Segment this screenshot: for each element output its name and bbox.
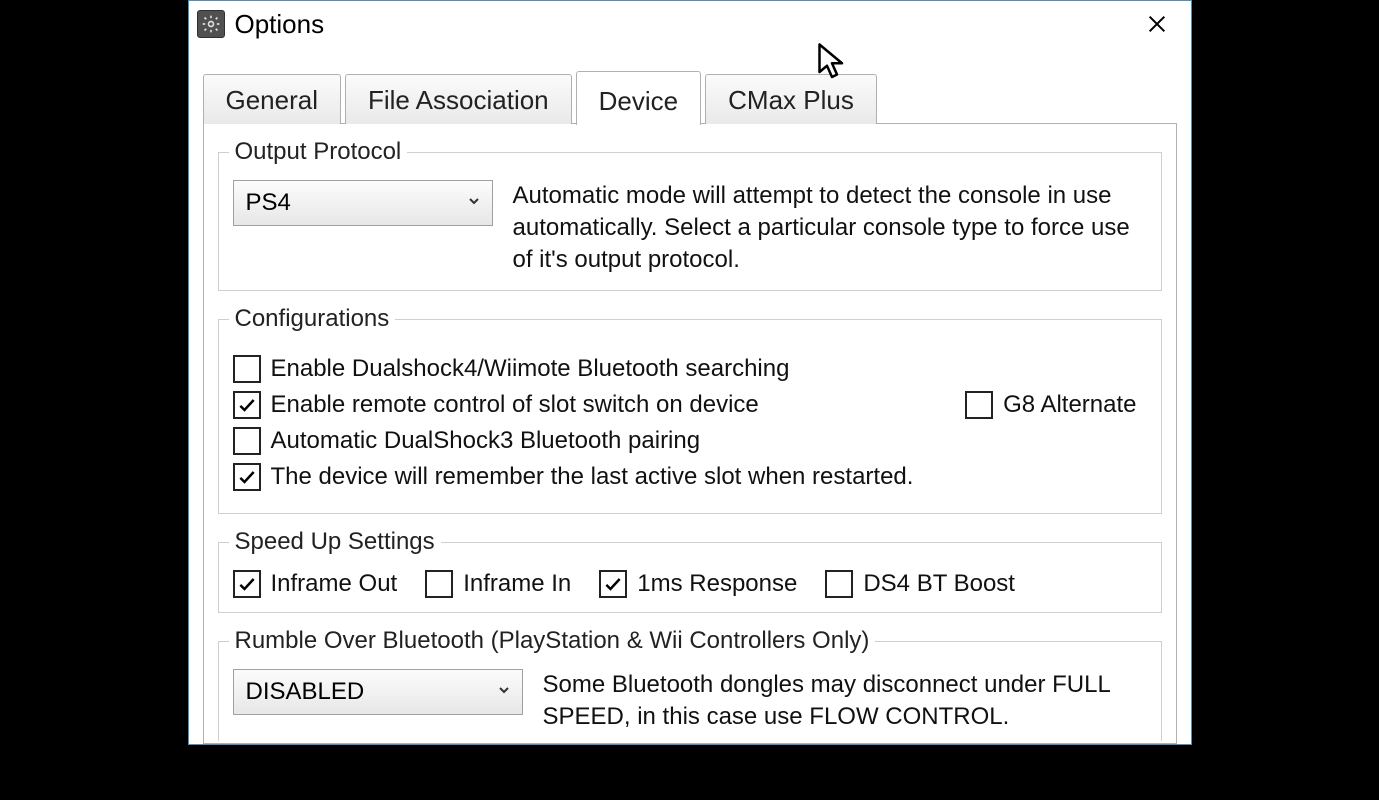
rumble-select[interactable]: DISABLED bbox=[233, 669, 523, 715]
output-protocol-select-value: PS4 bbox=[246, 189, 291, 217]
options-dialog: Options General File Association Device … bbox=[188, 0, 1192, 745]
configurations-legend: Configurations bbox=[229, 305, 396, 333]
close-button[interactable] bbox=[1135, 5, 1179, 43]
checkbox-remote-slot-switch[interactable] bbox=[233, 391, 261, 419]
rumble-description: Some Bluetooth dongles may disconnect un… bbox=[543, 669, 1147, 733]
label-bluetooth-searching: Enable Dualshock4/Wiimote Bluetooth sear… bbox=[271, 355, 790, 383]
output-protocol-select[interactable]: PS4 bbox=[233, 180, 493, 226]
tab-row: General File Association Device CMax Plu… bbox=[203, 71, 1177, 124]
chevron-down-icon bbox=[496, 681, 512, 704]
dialog-content: General File Association Device CMax Plu… bbox=[189, 47, 1191, 744]
output-protocol-description: Automatic mode will attempt to detect th… bbox=[513, 180, 1147, 276]
tab-general[interactable]: General bbox=[203, 74, 342, 124]
output-protocol-group: Output Protocol PS4 Automatic mode will … bbox=[218, 138, 1162, 291]
device-tab-panel: Output Protocol PS4 Automatic mode will … bbox=[203, 123, 1177, 744]
label-ds3-pairing: Automatic DualShock3 Bluetooth pairing bbox=[271, 427, 701, 455]
window-title: Options bbox=[235, 9, 325, 40]
label-inframe-out: Inframe Out bbox=[271, 570, 398, 598]
checkbox-bluetooth-searching[interactable] bbox=[233, 355, 261, 383]
label-g8-alternate: G8 Alternate bbox=[1003, 391, 1136, 419]
rumble-select-value: DISABLED bbox=[246, 678, 365, 706]
titlebar: Options bbox=[189, 1, 1191, 47]
checkbox-ds3-pairing[interactable] bbox=[233, 427, 261, 455]
rumble-group: Rumble Over Bluetooth (PlayStation & Wii… bbox=[218, 627, 1162, 741]
checkbox-1ms-response[interactable] bbox=[599, 570, 627, 598]
label-remote-slot-switch: Enable remote control of slot switch on … bbox=[271, 391, 759, 419]
tab-file-association[interactable]: File Association bbox=[345, 74, 572, 124]
speedup-group: Speed Up Settings Inframe Out Inframe In bbox=[218, 528, 1162, 613]
label-remember-slot: The device will remember the last active… bbox=[271, 463, 914, 491]
checkbox-inframe-out[interactable] bbox=[233, 570, 261, 598]
checkbox-g8-alternate[interactable] bbox=[965, 391, 993, 419]
tab-device[interactable]: Device bbox=[576, 71, 701, 125]
tab-cmax-plus[interactable]: CMax Plus bbox=[705, 74, 877, 124]
options-gear-icon bbox=[197, 10, 225, 38]
speedup-legend: Speed Up Settings bbox=[229, 528, 441, 556]
checkbox-remember-slot[interactable] bbox=[233, 463, 261, 491]
checkbox-ds4-bt-boost[interactable] bbox=[825, 570, 853, 598]
label-inframe-in: Inframe In bbox=[463, 570, 571, 598]
configurations-group: Configurations Enable Dualshock4/Wiimote… bbox=[218, 305, 1162, 514]
checkbox-inframe-in[interactable] bbox=[425, 570, 453, 598]
label-ds4-bt-boost: DS4 BT Boost bbox=[863, 570, 1015, 598]
output-protocol-legend: Output Protocol bbox=[229, 138, 408, 166]
rumble-legend: Rumble Over Bluetooth (PlayStation & Wii… bbox=[229, 627, 876, 655]
label-1ms-response: 1ms Response bbox=[637, 570, 797, 598]
chevron-down-icon bbox=[466, 192, 482, 215]
